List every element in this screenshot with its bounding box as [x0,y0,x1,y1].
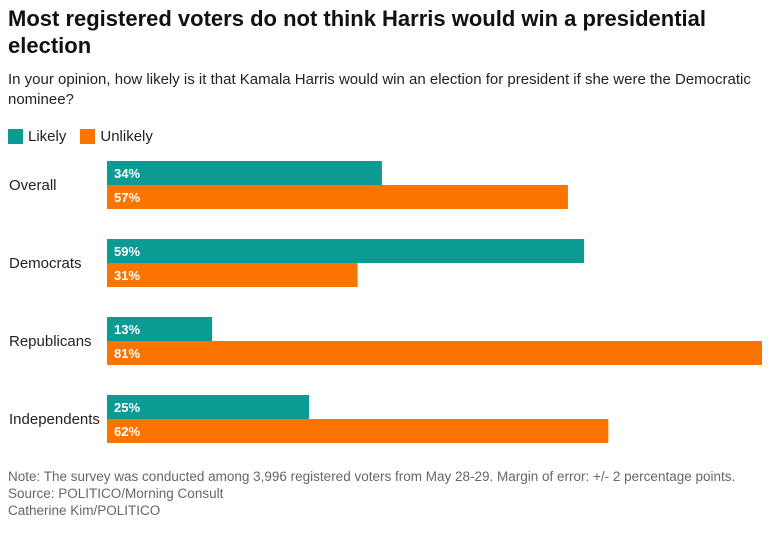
bar-likely [107,395,310,419]
bar-value-label: 13% [114,322,140,337]
bar-value-label: 57% [114,190,140,205]
category-label: Independents [9,411,100,428]
bar-unlikely [107,341,762,365]
category-label: Republicans [9,333,92,350]
chart-title: Most registered voters do not think Harr… [8,6,707,58]
bar-value-label: 34% [114,166,140,181]
bar-unlikely [107,185,568,209]
legend-swatch-unlikely [80,128,96,144]
bar-likely [107,317,213,341]
source-line: Source: POLITICO/Morning Consult [8,486,224,501]
bar-unlikely [107,419,609,443]
legend-swatch-likely [8,128,23,144]
bar-likely [107,239,585,263]
bar-value-label: 25% [114,400,140,415]
category-label: Overall [9,177,57,194]
legend-label-likely: Likely [28,127,67,145]
bar-value-label: 81% [114,346,140,361]
chart-footer: Note: The survey was conducted among 3,9… [8,468,768,519]
legend-item-unlikely: Unlikely [80,128,153,145]
bar-value-label: 62% [114,424,140,439]
category-label: Democrats [9,255,82,272]
bar-value-label: 59% [114,244,140,259]
bar-chart: Overall 34% 57% Democrats 59% 31% Republicans 1… [9,161,762,443]
legend-label-unlikely: Unlikely [100,127,153,145]
footnote: Note: The survey was conducted among 3,9… [8,469,736,484]
legend-item-likely: Likely [8,128,66,145]
bar-likely [107,161,382,185]
bar-unlikely [107,263,358,287]
chart-subtitle: In your opinion, how likely is it that K… [8,71,751,108]
legend: Likely Unlikely [8,127,167,145]
bar-value-label: 31% [114,268,140,283]
credit-line: Catherine Kim/POLITICO [8,503,161,518]
